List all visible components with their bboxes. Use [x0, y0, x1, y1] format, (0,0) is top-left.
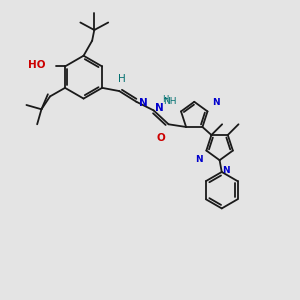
- Text: N: N: [196, 155, 203, 164]
- Text: HO: HO: [28, 60, 46, 70]
- Text: H: H: [162, 95, 169, 104]
- Text: N: N: [212, 98, 219, 107]
- Text: N: N: [222, 166, 230, 175]
- Text: N: N: [139, 98, 147, 108]
- Text: O: O: [157, 133, 165, 143]
- Text: NH: NH: [163, 97, 177, 106]
- Text: N: N: [154, 103, 164, 113]
- Text: H: H: [118, 74, 125, 84]
